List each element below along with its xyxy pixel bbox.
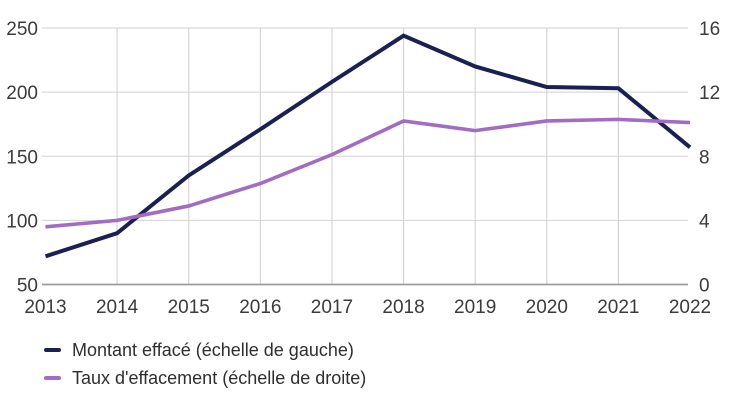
montant-efface-line-swatch-icon [44, 348, 61, 352]
chart-canvas: 250 200 150 100 50 16 12 8 4 0 2013 2014 2015 2016 201… [6, 19, 720, 318]
legend-label-montant-efface: Montant effacé (échelle de gauche) [72, 340, 354, 360]
x-axis-tick-label: 2014 [96, 297, 139, 318]
series-line-taux-effacement [45, 117, 691, 229]
x-axis-tick-label: 2015 [168, 297, 210, 318]
right-axis-tick-label: 0 [699, 276, 710, 297]
right-axis-tick-label: 4 [699, 211, 710, 232]
left-axis-tick-label: 150 [6, 147, 38, 168]
legend-item-taux-effacement: Taux d'effacement (échelle de droite) [44, 364, 730, 392]
chart-legend: Montant effacé (échelle de gauche) Taux … [44, 336, 730, 392]
right-axis-tick-label: 16 [699, 19, 720, 40]
x-axis-tick-label: 2020 [526, 297, 568, 318]
right-axis-tick-label: 12 [699, 83, 720, 104]
x-axis-tick-label: 2016 [239, 297, 281, 318]
right-axis-tick-label: 8 [699, 147, 710, 168]
x-axis-tick-label: 2017 [311, 297, 353, 318]
legend-label-taux-effacement: Taux d'effacement (échelle de droite) [72, 368, 367, 388]
left-axis-tick-label: 250 [6, 19, 38, 40]
x-axis-tick-label: 2013 [24, 297, 66, 318]
left-axis-tick-label: 100 [6, 211, 38, 232]
x-axis-tick-label: 2018 [382, 297, 424, 318]
x-axis-tick-label: 2021 [597, 297, 639, 318]
left-axis-tick-label: 50 [17, 276, 38, 297]
taux-effacement-line-swatch-icon [44, 376, 61, 380]
dual-axis-line-chart: 250 200 150 100 50 16 12 8 4 0 2013 2014 2015 2016 201… [6, 19, 730, 392]
x-axis-tick-label: 2019 [454, 297, 496, 318]
legend-item-montant-efface: Montant effacé (échelle de gauche) [44, 336, 730, 364]
x-axis-tick-label: 2022 [669, 297, 711, 318]
left-axis-tick-label: 200 [6, 83, 38, 104]
series-line-montant-efface [44, 33, 692, 259]
